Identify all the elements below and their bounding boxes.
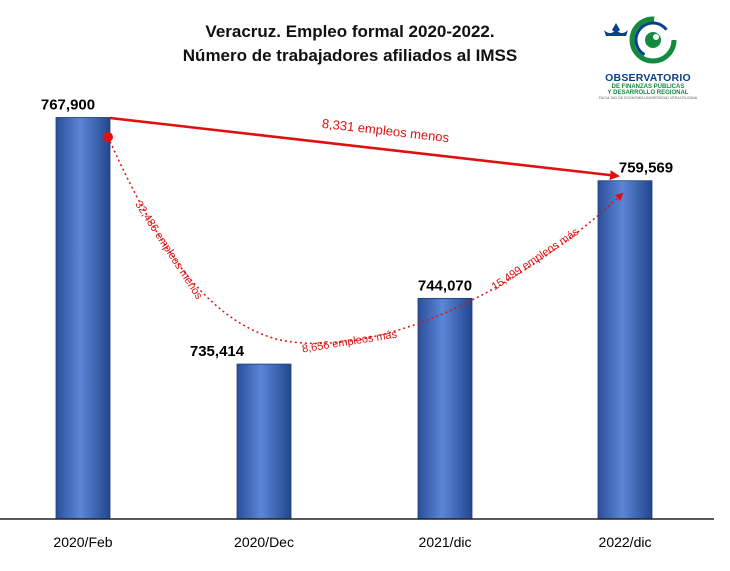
category-label-2022-dic: 2022/dic xyxy=(599,534,652,550)
top-arrow-label: 8,331 empleos menos xyxy=(321,116,450,145)
bar-2020-feb xyxy=(55,117,111,520)
logo-line4: FACULTAD DE ECONOMÍA UNIVERSIDAD VERACRU… xyxy=(599,96,698,100)
logo-line2: DE FINANZAS PÚBLICAS xyxy=(612,83,685,90)
category-label-2021-dic: 2021/dic xyxy=(419,534,472,550)
dotted-curve xyxy=(107,136,624,345)
right-curve-label: 15,499 empleos más xyxy=(490,226,582,293)
value-label-2022-dic: 759,569 xyxy=(619,160,673,177)
annotations: 8,331 empleos menos 32,486 empleos menos… xyxy=(103,116,624,356)
bar-2020-dec xyxy=(236,363,292,520)
bar-2022-dic xyxy=(597,180,653,520)
value-label-2021-dic: 744,070 xyxy=(418,277,472,294)
value-label-2020-feb: 767,900 xyxy=(41,97,95,114)
chart-title-line1: Veracruz. Empleo formal 2020-2022. xyxy=(205,22,494,41)
logo-line3: Y DESARROLLO REGIONAL xyxy=(608,90,689,96)
logo-emblem-icon xyxy=(604,16,677,64)
top-arrow xyxy=(109,116,620,181)
category-label-2020-feb: 2020/Feb xyxy=(53,534,112,550)
value-label-2020-dec: 735,414 xyxy=(190,343,245,360)
logo-title: OBSERVATORIO xyxy=(605,72,691,84)
bottom-curve-label: 8,656 empleos más xyxy=(301,329,398,356)
category-label-2020-dec: 2020/Dec xyxy=(234,534,294,550)
bar-2021-dic xyxy=(417,297,473,520)
chart-title-line2: Número de trabajadores afiliados al IMSS xyxy=(183,46,517,65)
bar-group xyxy=(55,117,653,520)
left-curve-label: 32,486 empleos menos xyxy=(132,199,205,302)
observatorio-logo: OBSERVATORIO DE FINANZAS PÚBLICAS Y DESA… xyxy=(599,16,698,100)
